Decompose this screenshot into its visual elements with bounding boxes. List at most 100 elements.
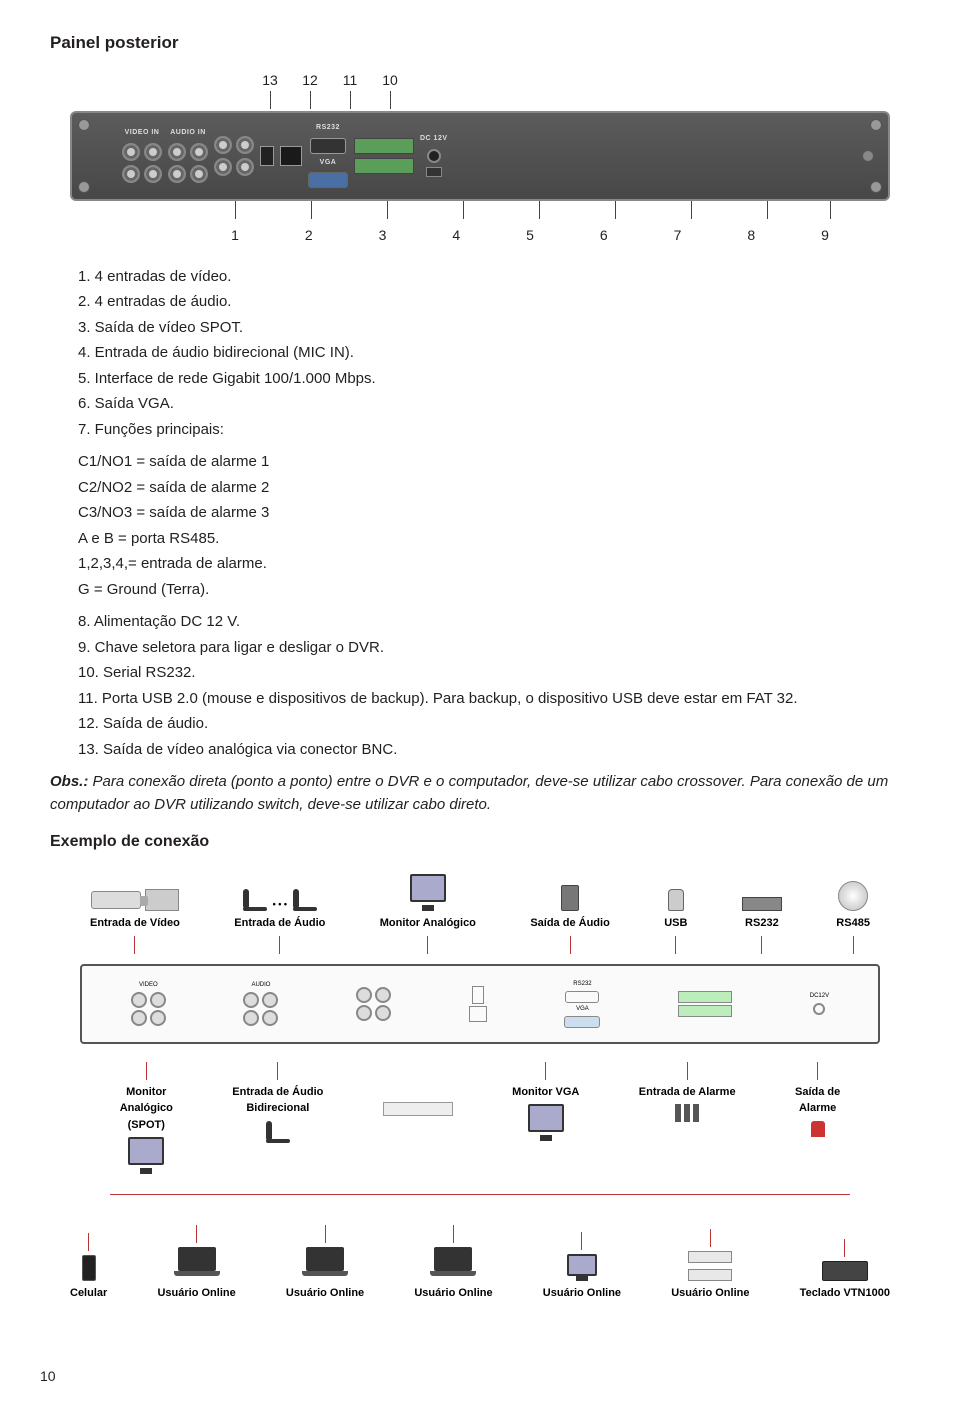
mic-base-icon [266,1139,290,1143]
feature-list: 1. 4 entradas de vídeo. 2. 4 entradas de… [78,266,910,442]
wire-icon [817,1062,818,1080]
device-spot-monitor: Monitor Analógico (SPOT) [120,1062,173,1175]
mic-base-icon [293,907,317,911]
serial-vga-group: RS232 VGA [308,123,348,188]
list-item: 9. Chave seletora para ligar e desligar … [78,637,910,660]
monitor-stand-icon [422,905,434,911]
video-in-group: VIDEO IN [122,128,162,183]
rear-panel-illustration: VIDEO IN AUDIO IN RS232 VGA [70,111,890,201]
monitor-stand-icon [140,1168,152,1174]
list-item: 13. Saída de vídeo analógica via conecto… [78,739,910,762]
wire-icon [675,936,676,954]
bnc-icon [214,158,232,176]
list-item: C1/NO1 = saída de alarme 1 [78,451,910,474]
device-rs232: RS232 [742,897,782,954]
label-online-user: Usuário Online [157,1285,235,1302]
label-cellphone: Celular [70,1285,107,1302]
leader-lines-top [260,91,890,111]
list-item: 6. Saída VGA. [78,393,910,416]
bnc-icon [190,143,208,161]
callout-12: 12 [290,70,330,91]
bnc-icon [262,992,278,1008]
mouse-icon [668,889,684,911]
callout-7: 7 [663,225,693,246]
device-alarm-out: Saída de Alarme [795,1062,840,1137]
callout-5: 5 [515,225,545,246]
wire-icon [88,1233,89,1251]
network-bus-line [110,1194,850,1195]
wire-icon [453,1225,454,1243]
feature-list-cont: 8. Alimentação DC 12 V. 9. Chave seletor… [78,611,910,761]
label-vga-monitor: Monitor VGA [512,1084,579,1101]
screw-icon [78,119,90,131]
device-online-user: Usuário Online [286,1225,364,1302]
terminal-block-icon [354,138,414,154]
dvr-serial-vga-port: RS232 VGA [564,980,600,1028]
list-item: 3. Saída de vídeo SPOT. [78,317,910,340]
bnc-icon [190,165,208,183]
list-item: 11. Porta USB 2.0 (mouse e dispositivos … [78,688,910,711]
nvr-icon [688,1269,732,1281]
label-bidir-audio: Entrada de Áudio Bidirecional [232,1084,323,1117]
list-item: 1. 4 entradas de vídeo. [78,266,910,289]
device-video-in: Entrada de Vídeo [90,889,180,954]
device-online-user: Usuário Online [157,1225,235,1302]
screw-icon [870,181,882,193]
alarm-sensor-icon [675,1104,699,1122]
nvr-icon [688,1251,732,1263]
wire-icon [570,936,571,954]
callout-2: 2 [294,225,324,246]
bnc-icon [262,1010,278,1026]
list-item: C2/NO2 = saída de alarme 2 [78,477,910,500]
network-switch-icon [383,1102,453,1116]
device-vga-monitor: Monitor VGA [512,1062,579,1142]
mic-icon [293,889,299,909]
device-bidir-audio: Entrada de Áudio Bidirecional [232,1062,323,1143]
mic-icon [243,889,249,909]
wire-icon [146,1062,147,1080]
speaker-icon [561,885,579,911]
label-online-user: Usuário Online [414,1285,492,1302]
terminal-block-icon [678,1005,732,1017]
bottom-callout-row: 1 2 3 4 5 6 7 8 9 [220,225,840,246]
port-label: AUDIO [251,981,270,990]
dome-camera-icon [838,881,868,911]
bnc-icon [214,136,232,154]
power-group: DC 12V [420,134,448,177]
callout-9: 9 [810,225,840,246]
terminal-block-icon [678,991,732,1003]
bullet-camera-icon [91,891,141,909]
dvr-video-port: VIDEO [131,981,166,1026]
mic-icon [266,1121,272,1141]
wire-icon [325,1225,326,1243]
vga-icon [564,1016,600,1028]
port-label: RS232 [573,980,591,989]
monitor-icon [528,1104,564,1132]
power-switch-icon [426,167,442,177]
mic-base-icon [243,907,267,911]
list-item: G = Ground (Terra). [78,579,910,602]
video-in-label: VIDEO IN [125,128,160,139]
serial-icon [310,138,346,154]
wire-icon [427,936,428,954]
wire-icon [134,936,135,954]
device-online-user: Usuário Online [543,1232,621,1302]
laptop-icon [178,1247,216,1271]
audio-in-group: AUDIO IN [168,128,208,183]
rj45-icon [469,1006,487,1022]
bnc-icon [356,1005,372,1021]
sublist: C1/NO1 = saída de alarme 1 C2/NO2 = saíd… [78,451,910,601]
dc-jack-icon [427,149,441,163]
callout-10: 10 [370,70,410,91]
label-alarm-in: Entrada de Alarme [639,1084,736,1101]
bnc-icon [131,1010,147,1026]
monitor-stand-icon [576,1275,588,1281]
wire-icon [687,1062,688,1080]
monitor-icon [128,1137,164,1165]
label-alarm-out: Saída de Alarme [795,1084,840,1117]
wire-icon [279,936,280,954]
list-item: 8. Alimentação DC 12 V. [78,611,910,634]
bnc-icon [150,992,166,1008]
bnc-icon [356,987,372,1003]
wire-icon [853,936,854,954]
